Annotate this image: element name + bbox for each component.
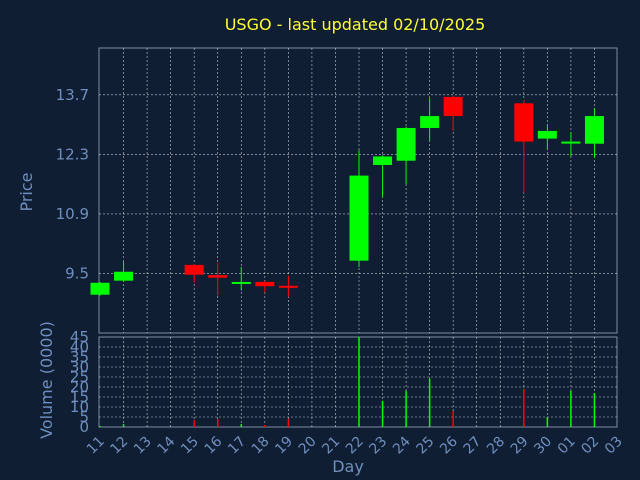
price-tick-label: 9.5 (65, 264, 89, 282)
volume-axis-label: Volume (0000) (37, 321, 56, 439)
candle-body (584, 116, 604, 144)
volume-tick-label: 5 (79, 408, 89, 426)
day-tick-label: 03 (602, 434, 626, 458)
volume-bar (405, 391, 407, 427)
candle-body (373, 156, 393, 165)
volume-bar (593, 393, 596, 427)
day-tick-label: 11 (84, 434, 108, 458)
volume-bar (452, 411, 454, 427)
day-tick-label: 13 (131, 434, 155, 458)
volume-tick-label: 35 (70, 348, 89, 366)
candle-body (114, 271, 134, 281)
day-tick-label: 25 (414, 434, 438, 458)
price-frame (98, 47, 618, 334)
candle-body (278, 285, 298, 288)
day-tick-label: 02 (578, 434, 602, 458)
candle-body (514, 103, 534, 142)
day-tick-label: 29 (508, 434, 532, 458)
candle-body (184, 264, 204, 275)
price-tick-label: 12.3 (56, 145, 89, 163)
price-tick-label: 10.9 (56, 205, 89, 223)
candle-body (231, 281, 251, 284)
day-tick-label: 23 (366, 434, 390, 458)
candle-body (420, 116, 440, 128)
candle-body (208, 275, 228, 278)
candle-body (443, 96, 463, 117)
volume-tick-label: 15 (70, 388, 89, 406)
day-tick-label: 14 (155, 433, 179, 457)
day-axis-label: Day (332, 457, 364, 476)
day-tick-label: 24 (390, 433, 414, 457)
day-tick-label: 27 (461, 434, 485, 458)
day-tick-label: 28 (484, 434, 508, 458)
volume-bar (358, 337, 360, 427)
day-tick-label: 22 (343, 434, 367, 458)
candle-body (537, 130, 557, 139)
volume-bar (428, 379, 431, 427)
volume-tick-label: 20 (70, 378, 89, 396)
chart-title: USGO - last updated 02/10/2025 (225, 15, 486, 34)
volume-bar (523, 389, 525, 427)
volume-bar (264, 425, 266, 427)
day-tick-label: 01 (555, 434, 579, 458)
volume-tick-label: 25 (70, 368, 89, 386)
volume-bar (122, 424, 125, 427)
price-axis-label: Price (17, 172, 36, 211)
price-tick-label: 13.7 (56, 86, 89, 104)
volume-bar (193, 420, 195, 427)
volume-tick-label: 10 (70, 398, 89, 416)
volume-tick-label: 0 (79, 418, 89, 436)
day-tick-label: 17 (225, 434, 249, 458)
candle-body (349, 175, 369, 261)
price-panel: 9.5 10.9 12.3 13.7 (56, 47, 618, 334)
candle-body (396, 127, 416, 161)
volume-tick-label: 45 (70, 328, 89, 346)
volume-bar (287, 419, 290, 427)
volume-bar (240, 424, 243, 427)
candle-body (561, 141, 581, 144)
volume-tick-label: 30 (70, 358, 89, 376)
volume-bar (546, 417, 549, 427)
volume-bar (381, 401, 384, 427)
volume-bar (99, 426, 101, 427)
candle-body (90, 282, 110, 295)
day-tick-label: 15 (178, 434, 202, 458)
day-tick-label: 21 (319, 434, 343, 458)
volume-bar (216, 419, 219, 427)
day-tick-label: 30 (531, 434, 555, 458)
day-tick-label: 16 (202, 433, 226, 457)
day-tick-label: 19 (272, 434, 296, 458)
candle-body (255, 281, 275, 287)
day-tick-label: 18 (249, 434, 273, 458)
volume-frame (98, 336, 618, 428)
volume-panel: 11 12 13 14 15 16 17 18 19 20 21 22 23 24 25 26 27 28 29 30… (70, 328, 626, 457)
volume-bar (570, 391, 572, 427)
volume-tick-label: 40 (70, 338, 89, 356)
day-tick-label: 12 (107, 434, 131, 458)
day-tick-label: 26 (437, 433, 461, 457)
day-tick-label: 20 (296, 434, 320, 458)
